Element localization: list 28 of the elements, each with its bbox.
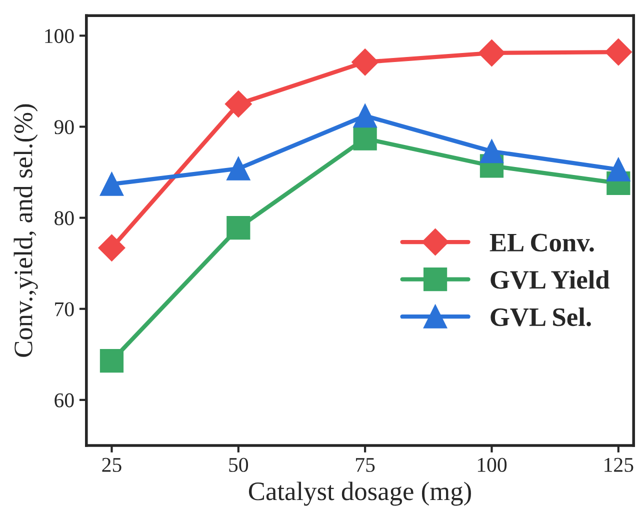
legend-label: EL Conv. xyxy=(490,234,594,252)
y-tick-label: 90 xyxy=(54,120,74,134)
point xyxy=(353,104,377,128)
y-tick-label: 70 xyxy=(55,302,74,316)
legend-label: GVL Sel. xyxy=(490,308,591,326)
x-tick-label: 100 xyxy=(478,458,507,472)
point xyxy=(98,234,126,262)
point xyxy=(478,40,506,66)
x-axis-title: Catalyst dosage (mg) xyxy=(248,482,471,506)
point xyxy=(226,216,250,240)
x-tick-label: 25 xyxy=(102,458,122,472)
x-tick-label: 75 xyxy=(356,458,375,472)
point xyxy=(604,38,632,66)
x-tick-label: 50 xyxy=(229,458,248,472)
point xyxy=(226,156,250,180)
point xyxy=(606,158,630,182)
point xyxy=(353,126,377,150)
y-axis-title: Conv.,yield, and sel.(%) xyxy=(14,104,38,357)
point xyxy=(100,348,124,373)
y-tick-label: 100 xyxy=(45,29,74,44)
y-tick-label: 80 xyxy=(54,211,74,226)
y-tick-label: 60 xyxy=(54,393,74,408)
legend-label: GVL Yield xyxy=(490,270,610,289)
point xyxy=(224,90,252,118)
x-tick-label: 125 xyxy=(604,458,634,472)
point xyxy=(352,48,379,76)
point xyxy=(480,140,504,164)
point xyxy=(100,172,124,196)
